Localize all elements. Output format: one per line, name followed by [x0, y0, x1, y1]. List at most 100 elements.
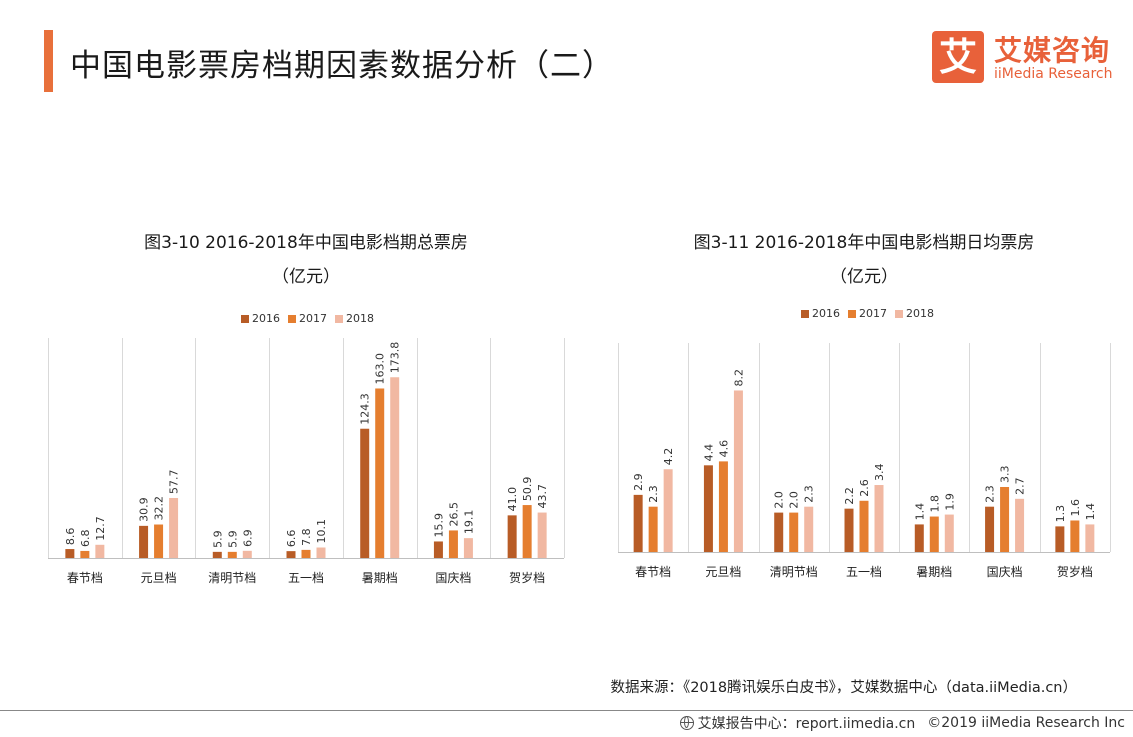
bar-2017-暑期档 [375, 388, 385, 558]
legend-label: 2018 [906, 307, 934, 320]
data-label: 4.2 [662, 448, 675, 466]
data-label: 2.2 [843, 487, 856, 505]
data-label: 6.8 [79, 529, 92, 547]
data-label: 10.1 [315, 519, 328, 544]
bar-2017-五一档 [859, 500, 869, 552]
bar-2017-贺岁档 [522, 505, 532, 558]
data-label: 2.7 [1014, 477, 1027, 495]
x-tick-label: 元旦档 [141, 571, 177, 585]
bar-2016-五一档 [286, 551, 296, 558]
bar-2017-贺岁档 [1070, 520, 1080, 552]
bar-2016-清明节档 [774, 512, 784, 552]
chart1-subtitle: （亿元） [272, 267, 340, 287]
bar-2017-暑期档 [929, 516, 939, 552]
title-accent-bar [44, 30, 53, 92]
x-tick-label: 国庆档 [987, 565, 1023, 579]
legend-swatch [288, 314, 296, 323]
data-label: 5.9 [211, 530, 224, 548]
footer-copyright: ©2019 iiMedia Research Inc [927, 715, 1125, 731]
data-label: 5.9 [226, 530, 239, 548]
legend-label: 2017 [859, 307, 887, 320]
x-tick-label: 暑期档 [916, 565, 952, 579]
legend-swatch [335, 314, 343, 323]
data-label: 3.3 [999, 465, 1012, 483]
legend-item-2017: 2017 [288, 312, 327, 325]
data-label: 2.0 [788, 491, 801, 509]
bar-2018-暑期档 [944, 514, 954, 552]
data-label: 4.6 [717, 440, 730, 458]
data-label: 8.2 [732, 369, 745, 387]
data-label: 3.4 [873, 464, 886, 482]
legend-swatch [241, 314, 249, 323]
legend-item-2016: 2016 [241, 312, 280, 325]
bar-2018-五一档 [874, 485, 884, 552]
footer-brand: 艾媒报告中心：report.iimedia.cn [697, 716, 916, 732]
bar-2017-国庆档 [448, 530, 458, 558]
data-label: 2.3 [647, 485, 660, 503]
bar-2016-国庆档 [985, 506, 995, 552]
data-label: 1.4 [913, 503, 926, 521]
chart1-legend: 2016 2017 2018 [241, 312, 374, 325]
bar-2017-元旦档 [154, 524, 164, 558]
data-label: 1.6 [1069, 499, 1082, 517]
data-label: 57.7 [168, 469, 181, 494]
bar-2016-元旦档 [139, 525, 149, 558]
bar-2018-春节档 [95, 544, 105, 558]
data-label: 1.3 [1054, 505, 1067, 523]
bar-2018-国庆档 [1015, 498, 1025, 552]
data-label: 1.9 [943, 493, 956, 511]
data-label: 7.8 [300, 528, 313, 546]
legend-item-2017: 2017 [848, 307, 887, 320]
x-tick-label: 贺岁档 [509, 570, 545, 585]
chart2-legend: 2016 2017 2018 [801, 307, 934, 320]
globe-icon [679, 716, 694, 730]
x-tick-label: 春节档 [635, 565, 671, 579]
bar-2016-暑期档 [360, 428, 370, 558]
bar-2016-贺岁档 [1055, 526, 1065, 552]
legend-label: 2017 [299, 312, 327, 325]
bar-2017-五一档 [301, 549, 311, 558]
data-label: 26.5 [447, 502, 460, 527]
data-label: 1.4 [1084, 503, 1097, 521]
legend-label: 2018 [346, 312, 374, 325]
bar-2018-清明节档 [242, 550, 252, 558]
data-label: 50.9 [521, 477, 534, 502]
bar-2018-清明节档 [804, 506, 814, 552]
logo-cn-text: 艾媒咨询 [994, 34, 1111, 67]
brand-logo: 艾 艾媒咨询 iiMedia Research [932, 31, 1122, 89]
legend-label: 2016 [812, 307, 840, 320]
data-label: 43.7 [536, 484, 549, 508]
legend-item-2016: 2016 [801, 307, 840, 320]
logo-en-text: iiMedia Research [994, 66, 1113, 82]
data-label: 15.9 [432, 513, 445, 538]
x-tick-label: 清明节档 [208, 571, 256, 585]
chart1-title-block: 图3-10 2016-2018年中国电影档期总票房 （亿元） [48, 226, 564, 294]
data-label: 2.6 [858, 479, 871, 497]
legend-swatch [801, 309, 809, 318]
page-title: 中国电影票房档期因素数据分析（二） [70, 48, 614, 84]
data-label: 2.3 [803, 485, 816, 503]
footer-divider [0, 710, 1133, 711]
x-tick-label: 春节档 [67, 571, 103, 585]
legend-item-2018: 2018 [895, 307, 934, 320]
legend-swatch [848, 309, 856, 318]
x-tick-label: 清明节档 [770, 565, 818, 579]
chart2-subtitle: （亿元） [830, 267, 898, 287]
data-label: 32.2 [153, 496, 166, 520]
data-label: 6.6 [285, 530, 298, 548]
logo-mark: 艾 [932, 31, 984, 83]
bar-2016-春节档 [633, 494, 643, 552]
data-source: 数据来源：《2018腾讯娱乐白皮书》，艾媒数据中心（data.iiMedia.c… [610, 680, 1077, 696]
data-label: 4.4 [702, 444, 715, 462]
bar-2018-贺岁档 [537, 512, 547, 558]
legend-swatch [895, 309, 903, 318]
data-label: 124.3 [359, 393, 372, 425]
bar-2018-贺岁档 [1085, 524, 1095, 552]
bar-2017-元旦档 [718, 461, 728, 552]
bar-2018-五一档 [316, 547, 326, 558]
bar-2016-五一档 [844, 508, 854, 552]
x-tick-label: 国庆档 [435, 571, 471, 585]
x-tick-label: 五一档 [288, 571, 324, 585]
